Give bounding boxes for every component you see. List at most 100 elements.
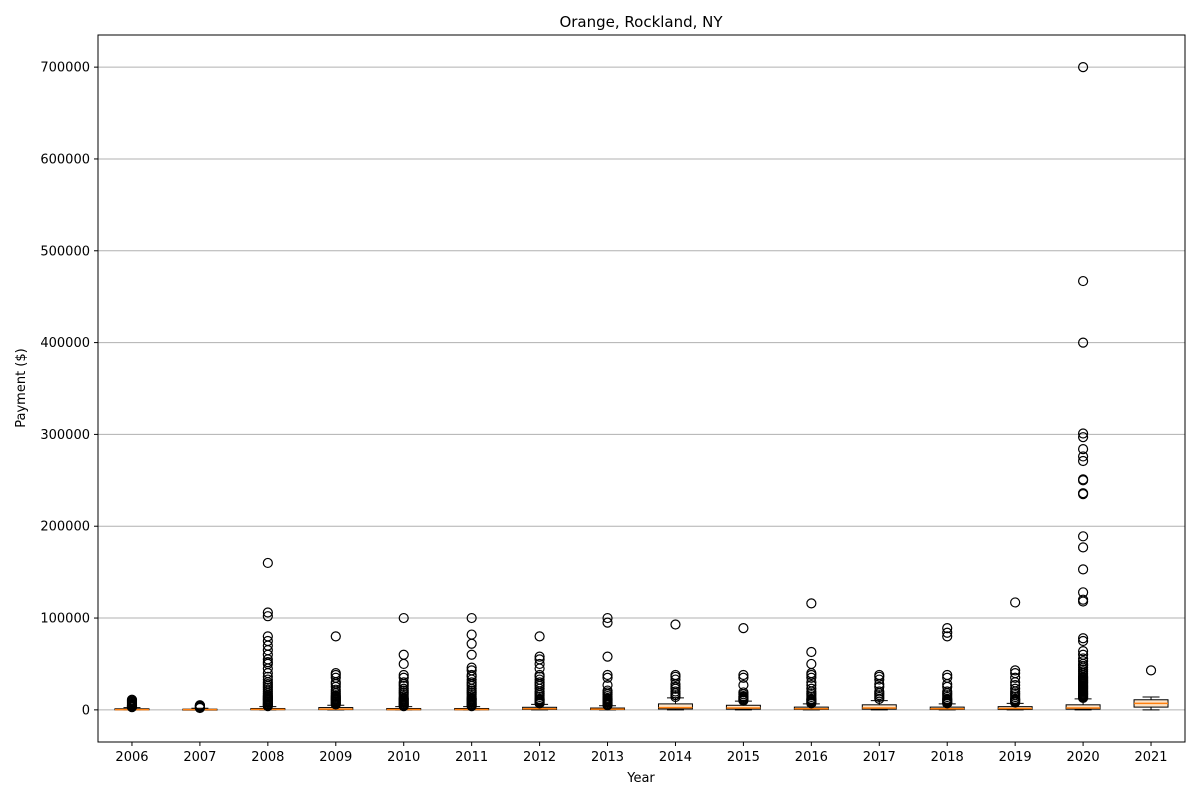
outlier-point xyxy=(330,631,341,642)
x-tick-label: 2006 xyxy=(115,750,148,765)
outlier-point xyxy=(398,658,409,670)
x-tick-label: 2011 xyxy=(455,750,488,765)
outlier-point xyxy=(942,686,953,697)
outlier-point xyxy=(738,669,749,681)
outlier-point xyxy=(262,635,273,647)
outlier-point xyxy=(466,669,477,681)
outlier-point xyxy=(398,649,409,660)
outlier-point xyxy=(262,611,273,622)
x-tick-label: 2020 xyxy=(1067,750,1100,765)
box-2013 xyxy=(590,612,626,711)
outlier-point xyxy=(602,685,613,696)
outlier-point xyxy=(1077,635,1089,647)
outlier-point xyxy=(874,674,885,685)
outlier-point xyxy=(1077,488,1089,499)
outlier-point xyxy=(262,657,273,668)
x-tick-label: 2016 xyxy=(795,750,828,765)
y-tick-label: 400000 xyxy=(40,336,90,351)
x-tick-label: 2014 xyxy=(659,750,692,765)
outlier-point xyxy=(1077,653,1089,664)
y-tick-label: 700000 xyxy=(40,61,90,76)
outlier-point xyxy=(602,612,613,624)
outlier-point xyxy=(1010,672,1021,683)
outlier-point xyxy=(738,687,749,698)
outlier-point xyxy=(330,668,341,679)
x-tick-label: 2008 xyxy=(251,750,284,765)
outlier-point xyxy=(1077,451,1089,462)
outlier-point xyxy=(466,649,477,660)
outlier-point xyxy=(602,679,613,691)
outlier-point xyxy=(534,651,545,662)
outlier-point xyxy=(1010,668,1021,679)
x-tick-label: 2015 xyxy=(727,750,760,765)
outlier-point xyxy=(330,684,341,695)
outlier-point xyxy=(466,677,477,688)
outlier-point xyxy=(670,674,681,685)
outlier-point xyxy=(1010,679,1021,691)
outlier-point xyxy=(874,669,885,681)
box-2014 xyxy=(657,619,693,711)
outlier-point xyxy=(1077,587,1089,598)
outlier-point xyxy=(466,612,477,624)
outlier-point xyxy=(874,686,885,697)
outlier-point xyxy=(398,683,409,694)
outlier-point xyxy=(1077,455,1089,467)
x-axis-ticks: 2006 2007 2008 2009 2010 2011 2012 2013 2014 2015… xyxy=(115,742,1168,765)
box-2020 xyxy=(1065,62,1101,711)
outlier-point xyxy=(1145,665,1157,676)
outlier-point xyxy=(1077,594,1089,605)
outlier-point xyxy=(1077,444,1089,455)
outlier-point xyxy=(738,623,749,634)
outlier-point xyxy=(602,651,613,662)
x-tick-label: 2018 xyxy=(931,750,964,765)
x-tick-label: 2021 xyxy=(1134,750,1167,765)
outlier-point xyxy=(262,631,273,642)
box-2006 xyxy=(114,694,150,713)
box-2012 xyxy=(522,631,558,711)
outlier-point xyxy=(126,694,138,705)
box-2009 xyxy=(318,631,354,711)
outlier-point xyxy=(806,646,817,658)
outlier-point xyxy=(398,669,409,681)
outlier-point xyxy=(806,658,817,670)
outlier-point xyxy=(262,557,273,569)
outlier-point xyxy=(398,612,409,624)
outlier-point xyxy=(670,686,681,697)
x-tick-label: 2007 xyxy=(183,750,216,765)
outlier-point xyxy=(942,623,953,634)
box-iqr xyxy=(657,703,693,710)
outlier-point xyxy=(670,619,681,630)
outlier-point xyxy=(1077,656,1089,667)
chart-title: Orange, Rockland, NY xyxy=(559,13,723,31)
outlier-point xyxy=(670,681,681,693)
outlier-point xyxy=(1077,62,1089,73)
box-2019 xyxy=(997,597,1033,711)
x-tick-label: 2010 xyxy=(387,750,420,765)
box-2017 xyxy=(861,669,897,711)
box-2016 xyxy=(793,598,829,711)
outlier-point xyxy=(1077,531,1089,542)
box-2007 xyxy=(182,700,218,714)
box-series xyxy=(114,62,1169,714)
y-tick-label: 300000 xyxy=(40,428,90,443)
x-tick-label: 2019 xyxy=(999,750,1032,765)
outlier-point xyxy=(738,672,749,683)
outlier-point xyxy=(1077,432,1089,443)
box-2018 xyxy=(929,623,965,711)
outlier-point xyxy=(942,672,953,683)
box-2010 xyxy=(386,612,422,712)
outlier-point xyxy=(1077,275,1089,287)
outlier-point xyxy=(806,679,817,691)
outlier-point xyxy=(874,681,885,693)
outlier-point xyxy=(1077,649,1089,660)
outlier-point xyxy=(1077,633,1089,644)
x-tick-label: 2012 xyxy=(523,750,556,765)
outlier-point xyxy=(1077,428,1089,439)
x-tick-label: 2013 xyxy=(591,750,624,765)
outlier-point xyxy=(942,669,953,681)
outlier-point xyxy=(534,654,545,665)
outlier-point xyxy=(1077,474,1089,485)
outlier-point xyxy=(738,679,749,691)
outlier-point xyxy=(330,672,341,683)
